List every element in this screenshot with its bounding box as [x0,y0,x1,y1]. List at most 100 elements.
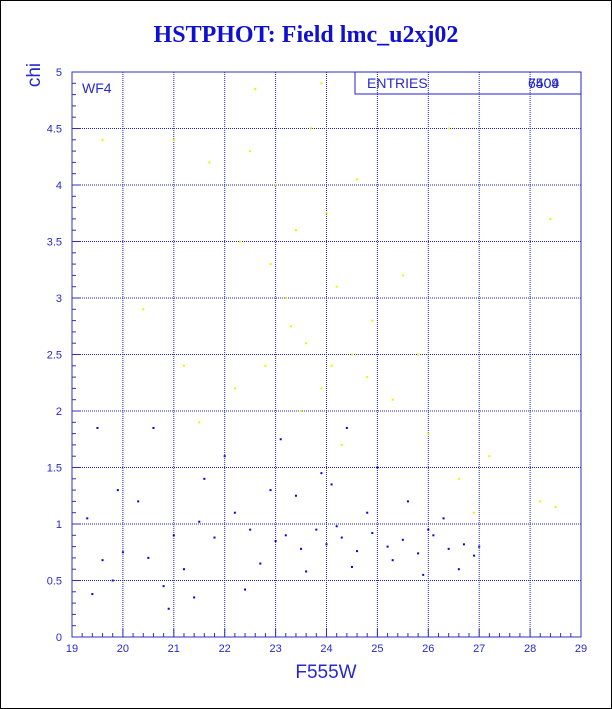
point-blue [371,532,374,535]
point-blue [111,579,114,582]
point-yellow [284,297,287,299]
point-blue [259,562,262,565]
point-yellow [401,274,404,277]
y-tick-label: 1.5 [47,463,62,475]
x-axis-label: F555W [295,662,356,683]
stats-entries-value-b: 6509 [528,75,559,91]
y-tick-label: 0.5 [47,576,62,588]
point-yellow [539,500,542,503]
point-blue [325,543,328,546]
x-tick-label: 19 [66,643,78,655]
x-tick-label: 28 [524,643,536,655]
point-yellow [238,240,241,243]
panel-label: WF4 [82,80,112,96]
point-blue [335,525,338,528]
point-yellow [350,353,353,356]
point-blue [305,570,308,573]
point-yellow [254,87,257,90]
point-blue [213,536,216,539]
point-yellow [264,364,267,367]
point-yellow [320,387,323,390]
point-blue [269,489,272,492]
point-yellow [269,263,272,266]
point-blue [86,517,89,520]
point-yellow [488,455,491,458]
y-tick-label: 2.5 [47,350,62,362]
point-yellow [294,229,297,232]
point-yellow [233,387,236,390]
point-blue [116,489,119,492]
point-blue [249,528,252,531]
point-blue [147,556,150,559]
point-yellow [274,184,277,186]
x-tick-label: 26 [422,643,434,655]
x-tick-label: 24 [320,643,332,655]
point-blue [167,607,170,610]
point-blue [386,545,389,548]
point-yellow [366,376,369,379]
point-blue [376,466,379,469]
point-blue [233,511,236,514]
point-blue [366,511,369,514]
point-blue [447,547,450,550]
y-tick-label: 4.5 [47,124,62,136]
point-blue [462,543,465,546]
data-points [86,82,557,610]
point-blue [345,426,348,429]
point-blue [340,536,343,539]
point-yellow [356,178,359,181]
stats-entries-label: ENTRIES [367,75,428,91]
point-blue [330,483,333,486]
point-blue [182,568,185,571]
point-yellow [198,421,201,424]
point-blue [137,500,140,503]
x-tick-label: 22 [219,643,231,655]
tick-labels: 19 20 21 22 23 24 25 26 27 28 29 0 0.5 1 1.5 2 2.5 3 3.5 4 4… [47,67,587,655]
point-yellow [300,410,303,412]
stats-box-border [354,71,582,95]
point-blue [244,588,247,591]
x-tick-label: 20 [117,643,129,655]
point-yellow [320,82,323,85]
y-tick-label: 0 [56,632,62,644]
point-yellow [371,319,374,322]
point-blue [101,559,104,562]
axes [71,71,582,638]
point-blue [315,528,318,531]
point-blue [284,534,287,537]
point-yellow [330,364,333,367]
point-yellow [457,477,460,480]
point-yellow [325,212,328,215]
point-blue [320,472,323,475]
grid [72,72,581,637]
point-blue [152,426,155,429]
point-blue [391,559,394,562]
point-blue [442,517,445,520]
point-blue [417,552,420,555]
stats-box: ENTRIES 7404 6509 [354,71,582,95]
y-tick-label: 4 [56,180,62,192]
x-tick-label: 29 [575,643,587,655]
point-blue [198,520,201,523]
point-blue [274,539,277,542]
point-yellow [417,353,420,356]
x-tick-label: 21 [168,643,180,655]
point-blue [203,477,206,480]
point-yellow [249,150,252,153]
point-yellow [172,138,175,141]
point-yellow [447,127,450,130]
y-tick-label: 3.5 [47,237,62,249]
point-blue [457,568,460,571]
x-tick-label: 27 [473,643,485,655]
point-yellow [310,127,313,130]
point-blue [96,426,99,429]
point-blue [401,538,404,541]
point-yellow [391,398,394,401]
x-tick-label: 25 [371,643,383,655]
y-axis-label: chi [24,63,45,87]
y-tick-label: 5 [56,67,62,79]
point-yellow [182,364,185,367]
point-blue [294,494,297,497]
point-yellow [289,325,292,328]
point-yellow [142,308,145,311]
